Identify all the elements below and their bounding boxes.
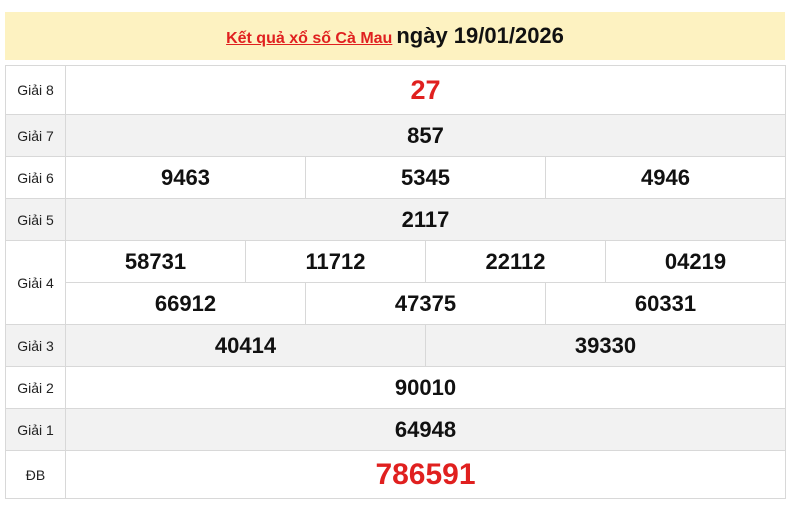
prize-number: 5345 bbox=[305, 156, 546, 199]
results-link[interactable]: Kết quả xổ số Cà Mau bbox=[226, 30, 393, 47]
prize-label: Giải 4 bbox=[5, 240, 66, 325]
prize-number: 22112 bbox=[425, 240, 606, 283]
prize-row-g4-2: 66912 47375 60331 bbox=[6, 282, 786, 325]
prize-row-g8: Giải 8 27 bbox=[5, 65, 786, 115]
prize-row-special: ĐB 786591 bbox=[5, 450, 786, 499]
special-prize-number: 786591 bbox=[65, 450, 786, 499]
prize-row-g1: Giải 1 64948 bbox=[5, 408, 786, 451]
prize-label: Giải 1 bbox=[5, 408, 66, 451]
prize-label: Giải 8 bbox=[5, 65, 66, 115]
prize-label: Giải 7 bbox=[5, 114, 66, 157]
prize-number: 9463 bbox=[65, 156, 306, 199]
prize-label: Giải 3 bbox=[5, 324, 66, 367]
prize-row-g4: Giải 4 58731 11712 22112 04219 bbox=[5, 240, 786, 325]
prize-number: 11712 bbox=[245, 240, 426, 283]
prize-number: 2117 bbox=[65, 198, 786, 241]
prize-row-g3: Giải 3 40414 39330 bbox=[5, 324, 786, 367]
results-header: Kết quả xổ số Cà Mau ngày 19/01/2026 bbox=[5, 12, 785, 60]
prize-number: 47375 bbox=[305, 282, 546, 325]
prize-row-g2: Giải 2 90010 bbox=[5, 366, 786, 409]
prize-number: 857 bbox=[65, 114, 786, 157]
prize-row-g5: Giải 5 2117 bbox=[5, 198, 786, 241]
prize-label: Giải 6 bbox=[5, 156, 66, 199]
prize-label: Giải 2 bbox=[5, 366, 66, 409]
prize-number: 39330 bbox=[425, 324, 786, 367]
prize-number: 64948 bbox=[65, 408, 786, 451]
prize-number: 04219 bbox=[605, 240, 786, 283]
prize-number: 4946 bbox=[545, 156, 786, 199]
prize-label: Giải 5 bbox=[5, 198, 66, 241]
prize-number: 66912 bbox=[65, 282, 306, 325]
prize-number: 40414 bbox=[65, 324, 426, 367]
prize-row-g6: Giải 6 9463 5345 4946 bbox=[5, 156, 786, 199]
prize-number: 60331 bbox=[545, 282, 786, 325]
results-table: Giải 8 27 Giải 7 857 Giải 6 9463 5345 49… bbox=[5, 65, 786, 499]
prize-number: 58731 bbox=[65, 240, 246, 283]
prize-row-g7: Giải 7 857 bbox=[5, 114, 786, 157]
results-date: ngày 19/01/2026 bbox=[396, 23, 564, 48]
prize-number: 27 bbox=[65, 65, 786, 115]
prize-label: ĐB bbox=[5, 450, 66, 499]
prize-number: 90010 bbox=[65, 366, 786, 409]
